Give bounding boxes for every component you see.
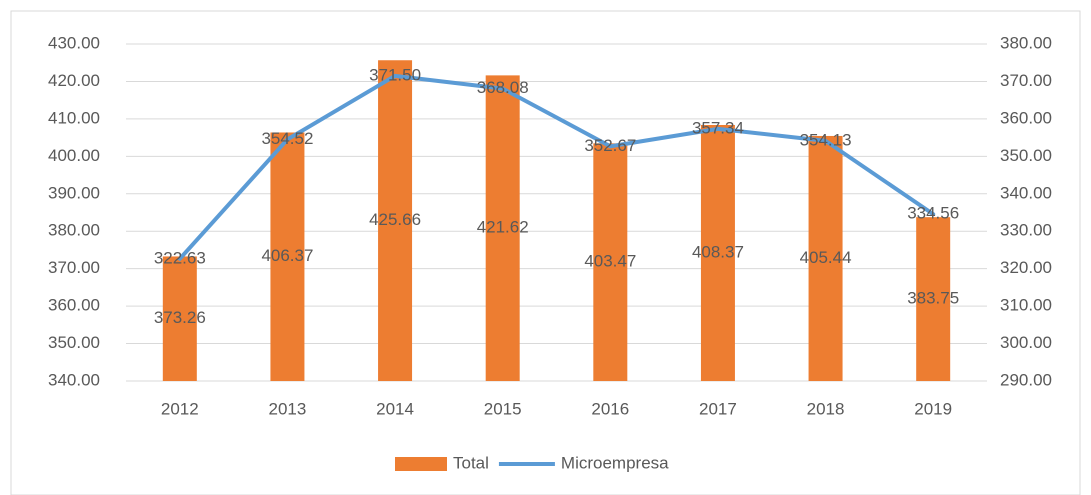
line	[177, 73, 936, 261]
x-tick-label: 2019	[914, 399, 952, 418]
chart-border	[10, 10, 1081, 495]
x-tick-label: 2014	[376, 399, 414, 418]
y-tick-label: 420.00	[48, 71, 100, 90]
bar	[700, 124, 735, 381]
x-tick-label: 2016	[591, 399, 629, 418]
data-label: 354.13	[800, 130, 852, 149]
data-label: 371.50	[369, 65, 421, 84]
bar	[270, 132, 305, 381]
data-label: 334.56	[907, 204, 959, 223]
y2-tick-label: 320.00	[1000, 258, 1052, 277]
data-label: 406.37	[261, 246, 313, 265]
y-tick-label: 390.00	[48, 183, 100, 202]
y2-tick-label: 380.00	[1000, 33, 1052, 52]
data-label: 368.08	[477, 78, 529, 97]
data-label: 357.34	[692, 118, 744, 137]
y-tick-label: 410.00	[48, 108, 100, 127]
x-tick-label: 2015	[484, 399, 522, 418]
data-label: 403.47	[584, 252, 636, 271]
legend-label: Microempresa	[561, 453, 669, 472]
y-tick-label: 380.00	[48, 221, 100, 240]
bar	[916, 217, 951, 381]
data-label: 408.37	[692, 242, 744, 261]
y-tick-label: 360.00	[48, 296, 100, 315]
y2-tick-label: 360.00	[1000, 108, 1052, 127]
y2-tick-label: 350.00	[1000, 146, 1052, 165]
legend-swatch	[395, 457, 447, 471]
bar	[162, 256, 197, 381]
bar	[485, 75, 520, 381]
y-tick-label: 340.00	[48, 370, 100, 389]
y2-tick-label: 310.00	[1000, 296, 1052, 315]
data-label: 354.52	[261, 129, 313, 148]
x-tick-label: 2017	[699, 399, 737, 418]
data-label: 383.75	[907, 289, 959, 308]
bar	[378, 60, 413, 382]
data-label: 352.67	[584, 136, 636, 155]
data-label: 425.66	[369, 210, 421, 229]
y-tick-label: 400.00	[48, 146, 100, 165]
y-tick-label: 430.00	[48, 33, 100, 52]
x-tick-label: 2012	[161, 399, 199, 418]
y2-tick-label: 330.00	[1000, 221, 1052, 240]
x-tick-label: 2013	[269, 399, 307, 418]
data-label: 421.62	[477, 218, 529, 237]
data-label: 322.63	[154, 248, 206, 267]
y-tick-label: 350.00	[48, 333, 100, 352]
bar	[808, 135, 843, 381]
y2-tick-label: 370.00	[1000, 71, 1052, 90]
y2-tick-label: 300.00	[1000, 333, 1052, 352]
legend-label: Total	[453, 453, 489, 472]
y2-tick-label: 290.00	[1000, 370, 1052, 389]
y2-tick-label: 340.00	[1000, 183, 1052, 202]
data-label: 405.44	[800, 248, 852, 267]
x-tick-label: 2018	[807, 399, 845, 418]
y-tick-label: 370.00	[48, 258, 100, 277]
data-label: 373.26	[154, 308, 206, 327]
bar	[593, 143, 628, 381]
